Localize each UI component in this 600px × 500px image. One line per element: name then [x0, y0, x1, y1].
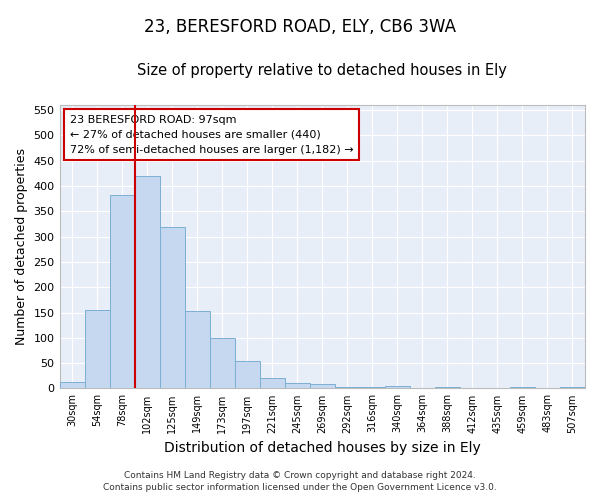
Bar — [160, 226, 185, 388]
Text: 23 BERESFORD ROAD: 97sqm
← 27% of detached houses are smaller (440)
72% of semi-: 23 BERESFORD ROAD: 97sqm ← 27% of detach… — [70, 115, 353, 154]
Bar — [134, 176, 160, 388]
Title: Size of property relative to detached houses in Ely: Size of property relative to detached ho… — [137, 62, 507, 78]
Bar — [310, 384, 335, 388]
Bar — [110, 195, 134, 388]
Bar — [335, 387, 360, 388]
Bar — [385, 386, 410, 388]
Bar — [185, 311, 209, 388]
X-axis label: Distribution of detached houses by size in Ely: Distribution of detached houses by size … — [164, 441, 481, 455]
Bar — [285, 384, 310, 388]
Text: 23, BERESFORD ROAD, ELY, CB6 3WA: 23, BERESFORD ROAD, ELY, CB6 3WA — [144, 18, 456, 36]
Y-axis label: Number of detached properties: Number of detached properties — [15, 148, 28, 345]
Bar — [59, 382, 85, 388]
Bar — [260, 378, 285, 388]
Bar — [85, 310, 110, 388]
Text: Contains HM Land Registry data © Crown copyright and database right 2024.
Contai: Contains HM Land Registry data © Crown c… — [103, 471, 497, 492]
Bar — [235, 360, 260, 388]
Bar — [209, 338, 235, 388]
Bar — [560, 387, 585, 388]
